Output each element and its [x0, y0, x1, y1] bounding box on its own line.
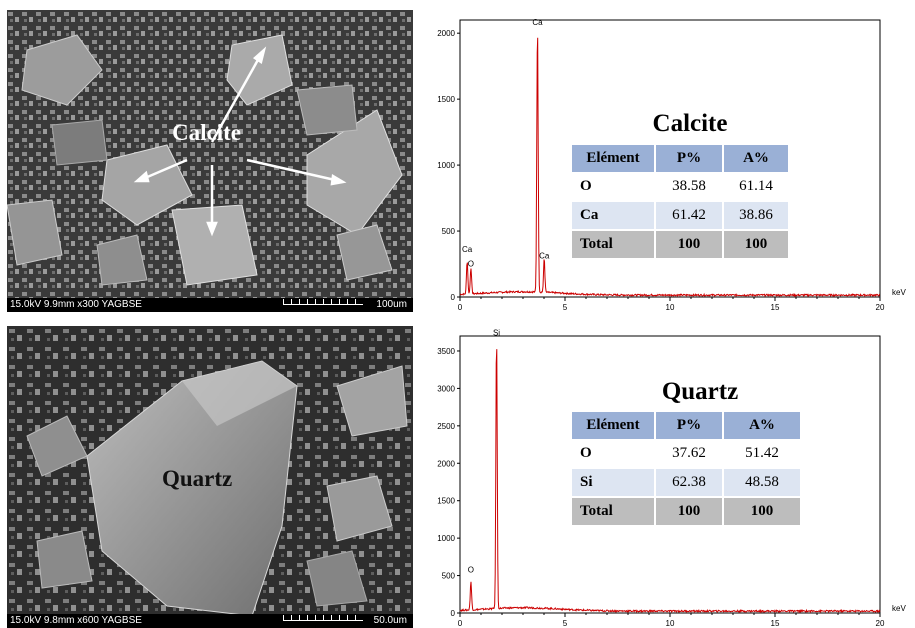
y-tick-label: 2000: [437, 29, 455, 38]
y-tick-label: 2500: [437, 422, 455, 431]
spectrum-line: [459, 37, 880, 298]
sem-label-quartz: Quartz: [162, 466, 233, 491]
element-cell: Total: [572, 229, 654, 258]
sem-params: 15.0kV 9.9mm x300 YAGBSE: [10, 299, 142, 310]
a-cell: 100: [724, 496, 800, 525]
x-axis-unit: keV: [892, 604, 906, 613]
x-tick-label: 10: [666, 619, 675, 628]
mineral-title-quartz: Quartz: [661, 378, 739, 405]
spectrum-line: [459, 349, 881, 614]
p-cell: 37.62: [656, 439, 722, 467]
element-cell: O: [572, 439, 654, 467]
eds-spectrum-quartz: 0 500 1000 1500 2000 2500 3000 3500 0 5 10 15 20 keV O…: [425, 328, 915, 628]
composition-table-calcite: Elément P% A% O 38.58 61.14 Ca 61.42 38.…: [570, 145, 790, 258]
y-tick-label: 1500: [437, 497, 455, 506]
peak-label: Ca: [462, 245, 473, 254]
y-tick-label: 3500: [437, 347, 455, 356]
sem-micrograph: [7, 10, 413, 312]
element-cell: O: [572, 172, 654, 200]
table-row-total: Total 100 100: [572, 229, 788, 258]
mineral-title-calcite: Calcite: [652, 110, 728, 137]
table-row-total: Total 100 100: [572, 496, 800, 525]
x-tick-label: 0: [458, 619, 463, 628]
a-cell: 51.42: [724, 439, 800, 467]
x-axis-unit: keV: [892, 288, 906, 297]
composition-table-quartz: Elément P% A% O 37.62 51.42 Si 62.38 48.…: [570, 412, 802, 525]
a-cell: 100: [724, 229, 788, 258]
peak-label: O: [468, 260, 474, 269]
y-tick-label: 1000: [437, 161, 455, 170]
x-tick-label: 0: [458, 303, 463, 310]
spectrum-plot: 0 500 1000 1500 2000 2500 3000 3500 0 5 10 15 20 keV O…: [437, 329, 906, 628]
element-cell: Total: [572, 496, 654, 525]
col-header-p: P%: [656, 145, 722, 172]
p-cell: 62.38: [656, 467, 722, 496]
sem-info-bar: 15.0kV 9.8mm x600 YAGBSE 50.0um: [7, 614, 413, 628]
sem-image-quartz: Quartz 15.0kV 9.8mm x600 YAGBSE 50.0um: [7, 326, 413, 628]
x-tick-label: 20: [876, 303, 885, 310]
col-header-a: A%: [724, 145, 788, 172]
p-cell: 100: [656, 496, 722, 525]
a-cell: 61.14: [724, 172, 788, 200]
scale-bar: [283, 615, 363, 621]
y-tick-label: 0: [451, 609, 456, 618]
eds-spectrum-calcite: 0 500 1000 1500 2000 0 5 10 15 20 keV Ca O Ca Ca Calci…: [425, 10, 915, 310]
x-tick-label: 5: [563, 303, 568, 310]
y-tick-label: 2000: [437, 459, 455, 468]
peak-label: Ca: [539, 252, 550, 261]
sem-scale: 100um: [376, 299, 407, 310]
y-tick-label: 1500: [437, 95, 455, 104]
x-tick-label: 15: [771, 303, 780, 310]
table-row: O 37.62 51.42: [572, 439, 800, 467]
sem-scale: 50.0um: [373, 615, 407, 626]
y-tick-label: 3000: [437, 384, 455, 393]
p-cell: 38.58: [656, 172, 722, 200]
col-header-element: Elément: [572, 412, 654, 439]
scale-bar: [283, 299, 363, 305]
y-tick-label: 500: [442, 572, 456, 581]
p-cell: 100: [656, 229, 722, 258]
x-tick-label: 5: [563, 619, 568, 628]
peak-label: Si: [493, 329, 500, 338]
col-header-a: A%: [724, 412, 800, 439]
table-row: Ca 61.42 38.86: [572, 200, 788, 229]
col-header-element: Elément: [572, 145, 654, 172]
sem-image-calcite: Calcite 15.0kV 9.9mm x300 YAGBSE 100um: [7, 10, 413, 312]
a-cell: 38.86: [724, 200, 788, 229]
sem-micrograph: [7, 326, 413, 628]
y-tick-label: 0: [451, 293, 456, 302]
sem-label-calcite: Calcite: [172, 120, 241, 145]
y-tick-label: 500: [442, 227, 456, 236]
y-tick-label: 1000: [437, 534, 455, 543]
sem-info-bar: 15.0kV 9.9mm x300 YAGBSE 100um: [7, 298, 413, 312]
element-cell: Si: [572, 467, 654, 496]
table-row: Si 62.38 48.58: [572, 467, 800, 496]
x-tick-label: 10: [666, 303, 675, 310]
col-header-p: P%: [656, 412, 722, 439]
peak-label: O: [468, 566, 474, 575]
element-cell: Ca: [572, 200, 654, 229]
p-cell: 61.42: [656, 200, 722, 229]
peak-label: Ca: [532, 18, 543, 27]
a-cell: 48.58: [724, 467, 800, 496]
sem-params: 15.0kV 9.8mm x600 YAGBSE: [10, 615, 142, 626]
table-row: O 38.58 61.14: [572, 172, 788, 200]
x-tick-label: 20: [876, 619, 885, 628]
x-tick-label: 15: [771, 619, 780, 628]
